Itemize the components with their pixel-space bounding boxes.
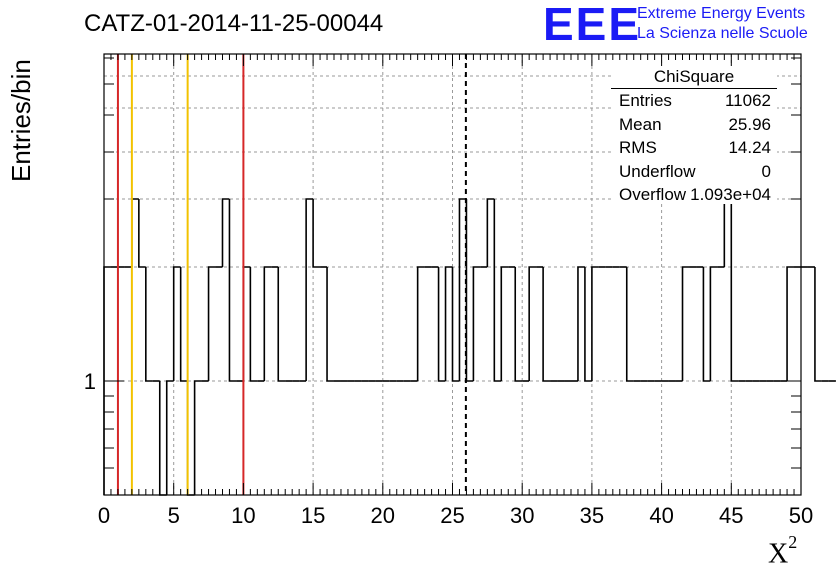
x-axis-label: X2 — [768, 532, 798, 570]
x-tick-label: 35 — [580, 503, 604, 528]
histogram-bin — [451, 267, 460, 382]
stats-row-rms: RMS 14.24 — [611, 136, 777, 160]
stats-row-entries: Entries 11062 — [611, 89, 777, 113]
logo-text: Extreme Energy Events La Scienza nelle S… — [637, 4, 808, 44]
histogram-bin — [437, 267, 446, 382]
histogram-bin — [625, 267, 634, 382]
histogram-bin — [277, 267, 286, 382]
histogram-bin — [584, 267, 592, 382]
histogram-bin — [305, 198, 314, 381]
chart-title: CATZ-01-2014-11-25-00044 — [84, 10, 384, 37]
logo-line-2: La Scienza nelle Scuole — [637, 25, 808, 42]
y-axis-label: Entries/bin — [6, 59, 36, 182]
histogram-bin — [263, 266, 272, 381]
histogram-bin — [514, 267, 523, 382]
x-tick-label: 50 — [789, 503, 813, 528]
x-tick-label: 25 — [440, 503, 464, 528]
histogram-bin — [131, 198, 139, 267]
x-tick-label: 45 — [719, 503, 743, 528]
histogram-bin — [486, 198, 495, 267]
histogram-bin — [493, 199, 502, 382]
stats-row-underflow: Underflow 0 — [611, 160, 777, 184]
stats-value: 11062 — [724, 91, 771, 110]
stats-box: ChiSquare Entries 11062 Mean 25.96 RMS 14.2… — [611, 66, 777, 204]
histogram-bin — [165, 380, 174, 495]
histogram-bin — [472, 266, 481, 381]
logo-line-1: Extreme Energy Events — [637, 5, 806, 22]
x-tick-label: 15 — [301, 503, 325, 528]
histogram-bin — [228, 199, 237, 382]
x-tick-label: 20 — [371, 503, 395, 528]
histogram-bin — [145, 267, 153, 382]
eee-logo: EEE — [543, 0, 642, 50]
histogram-bin — [786, 266, 795, 381]
y-axis-ticks: 1 — [84, 57, 801, 469]
histogram-bin — [723, 198, 732, 267]
stats-value: 25.96 — [728, 114, 771, 134]
x-tick-label: 5 — [168, 503, 180, 528]
histogram-bin — [207, 266, 216, 381]
histogram-bin — [542, 267, 551, 382]
histogram-bin — [221, 198, 230, 267]
stats-row-mean: Mean 25.96 — [611, 113, 777, 137]
x-axis-ticks: 0 5 10 15 20 25 30 35 40 45 50 — [98, 54, 813, 528]
y-tick-label: 1 — [84, 369, 96, 394]
histogram-bin — [577, 266, 585, 381]
stats-key: RMS — [619, 138, 657, 157]
stats-row-overflow: Overflow 1.093e+04 — [611, 183, 777, 207]
x-tick-label: 30 — [510, 503, 534, 528]
stats-value: 1.093e+04 — [690, 185, 771, 204]
histogram-bin — [179, 267, 188, 382]
histogram-bin — [186, 381, 195, 496]
histogram-bin — [249, 267, 258, 382]
histogram-bin — [326, 267, 335, 382]
x-tick-label: 0 — [98, 503, 110, 528]
histogram-bin — [242, 266, 251, 381]
histogram-bin — [138, 199, 146, 268]
histogram-bin — [500, 266, 509, 381]
stats-box-name: ChiSquare — [611, 66, 777, 89]
histogram-bin — [312, 199, 321, 268]
stats-value: 14.24 — [728, 138, 771, 157]
stats-value: 0 — [761, 161, 771, 181]
histogram-bin — [814, 267, 822, 382]
stats-key: Underflow — [619, 161, 696, 181]
histogram-bin — [444, 266, 453, 381]
histogram-bin — [730, 199, 739, 382]
x-tick-label: 40 — [649, 503, 673, 528]
x-tick-label: 10 — [231, 503, 255, 528]
histogram-bin — [528, 266, 537, 381]
reference-lines — [116, 54, 467, 495]
histogram-bin — [681, 266, 690, 381]
histogram-bin — [591, 266, 599, 381]
stats-key: Entries — [619, 91, 672, 110]
histogram-bin — [158, 381, 167, 496]
histogram-bin — [172, 266, 181, 381]
histogram-bin — [702, 267, 711, 382]
histogram-bin — [458, 198, 467, 381]
stats-key: Overflow — [619, 185, 687, 204]
histogram-bin — [709, 266, 718, 381]
histogram-bin — [193, 380, 202, 495]
histogram-bin — [416, 266, 425, 381]
stats-key: Mean — [619, 114, 662, 134]
histogram-bin — [465, 199, 474, 382]
